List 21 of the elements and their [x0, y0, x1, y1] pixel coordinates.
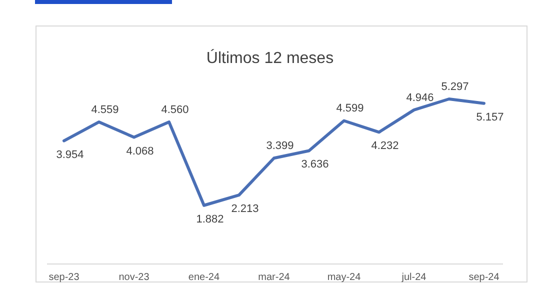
x-tick-label: sep-23: [48, 272, 80, 283]
data-label: 3.954: [56, 148, 84, 161]
data-label: 4.232: [371, 140, 399, 152]
data-label: 5.157: [476, 111, 504, 124]
data-label: 4.559: [91, 104, 119, 116]
x-tick-label: jul-24: [400, 272, 427, 283]
data-label: 4.946: [406, 92, 434, 104]
x-tick-label: mar-24: [258, 272, 290, 283]
data-label: 4.599: [336, 102, 364, 115]
chart-title: Últimos 12 meses: [206, 49, 334, 67]
data-label: 1.882: [196, 213, 224, 226]
data-label: 5.297: [441, 81, 469, 93]
data-label: 4.068: [126, 145, 154, 158]
x-tick-label: sep-24: [468, 272, 500, 283]
data-label: 3.399: [266, 140, 294, 152]
x-tick-label: may-24: [327, 272, 362, 283]
x-tick-label: nov-23: [118, 272, 150, 283]
x-tick-label: ene-24: [188, 272, 220, 283]
data-label: 2.213: [231, 203, 259, 216]
data-label: 4.560: [161, 104, 189, 116]
data-label: 3.636: [301, 158, 329, 171]
